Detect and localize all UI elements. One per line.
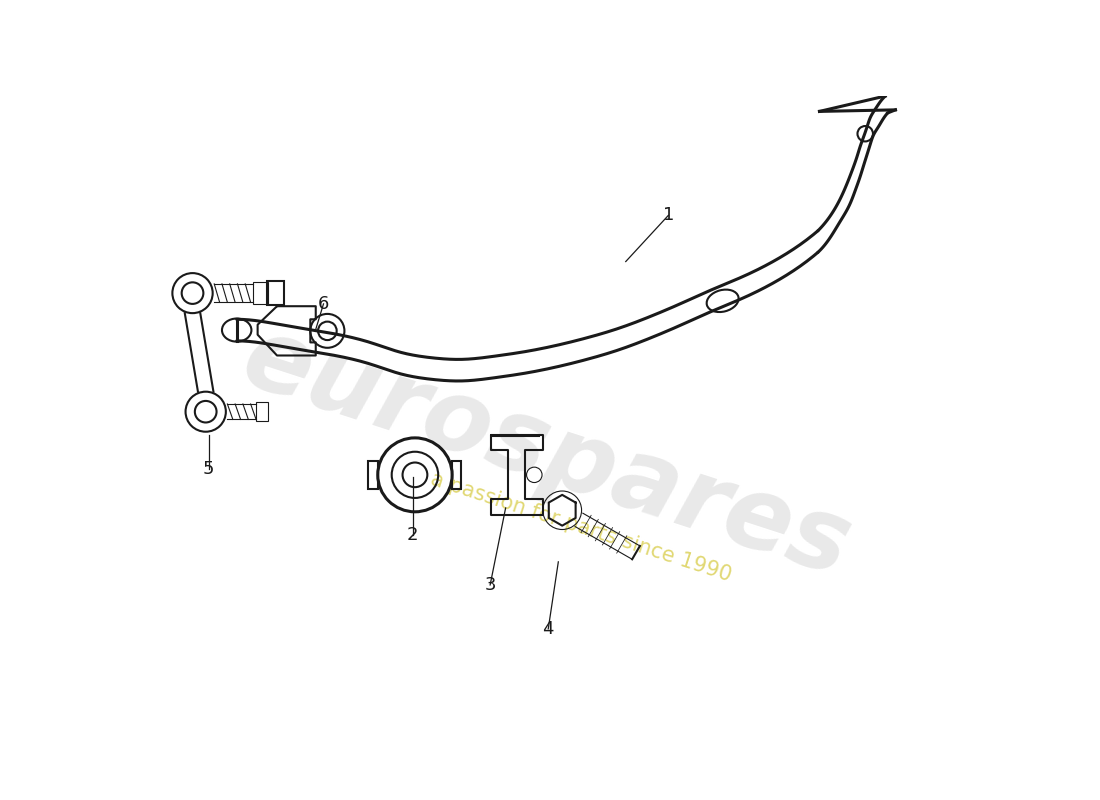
Text: eurospares: eurospares — [231, 310, 862, 597]
Text: 4: 4 — [542, 620, 554, 638]
Text: a passion for parts since 1990: a passion for parts since 1990 — [428, 469, 734, 586]
Text: 5: 5 — [204, 461, 214, 478]
Text: 6: 6 — [318, 295, 329, 313]
Text: 1: 1 — [662, 206, 674, 224]
Text: 2: 2 — [407, 526, 418, 544]
Text: 3: 3 — [484, 576, 496, 594]
